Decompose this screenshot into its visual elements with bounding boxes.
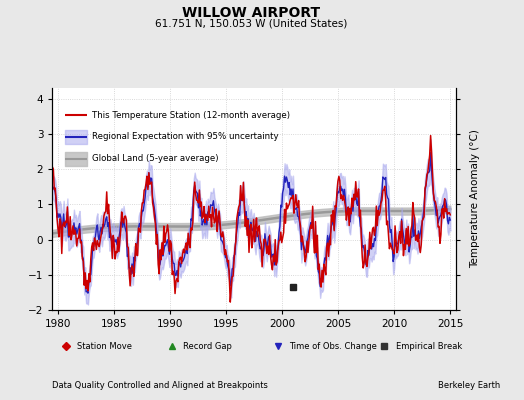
Text: Regional Expectation with 95% uncertainty: Regional Expectation with 95% uncertaint… <box>92 132 278 142</box>
Text: Station Move: Station Move <box>77 342 132 351</box>
Text: Record Gap: Record Gap <box>183 342 232 351</box>
Text: Berkeley Earth: Berkeley Earth <box>438 381 500 390</box>
Text: 61.751 N, 150.053 W (United States): 61.751 N, 150.053 W (United States) <box>155 18 348 28</box>
Text: This Temperature Station (12-month average): This Temperature Station (12-month avera… <box>92 111 290 120</box>
Text: WILLOW AIRPORT: WILLOW AIRPORT <box>182 6 321 20</box>
Text: Data Quality Controlled and Aligned at Breakpoints: Data Quality Controlled and Aligned at B… <box>52 381 268 390</box>
Text: Empirical Break: Empirical Break <box>396 342 462 351</box>
Text: Global Land (5-year average): Global Land (5-year average) <box>92 154 218 163</box>
Text: Time of Obs. Change: Time of Obs. Change <box>289 342 377 351</box>
Y-axis label: Temperature Anomaly (°C): Temperature Anomaly (°C) <box>471 130 481 268</box>
